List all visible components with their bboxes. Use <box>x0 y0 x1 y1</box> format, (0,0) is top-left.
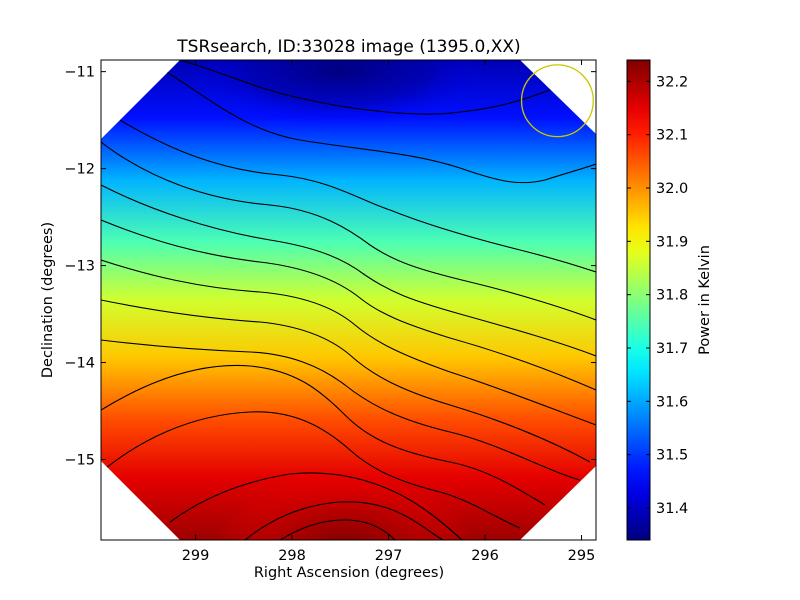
contour-line <box>279 519 396 540</box>
source-circle <box>520 64 594 138</box>
colorbar-tick-label: 31.8 <box>656 288 688 304</box>
contour-line <box>101 411 521 529</box>
contour-line <box>101 259 596 426</box>
colorbar-tick-label: 32.2 <box>656 74 688 90</box>
x-tick-label: 296 <box>471 548 499 564</box>
colorbar-label: Power in Kelvin <box>697 245 713 355</box>
contour-line <box>169 472 463 540</box>
contour-line <box>119 119 596 273</box>
contour-line <box>101 339 581 481</box>
y-tick-label: −13 <box>64 259 95 275</box>
contour-line <box>244 501 446 540</box>
y-tick-label: −14 <box>64 356 95 372</box>
plot-frame <box>100 59 597 541</box>
contour-line <box>179 60 561 115</box>
contour-line <box>101 219 596 391</box>
y-axis-label: Declination (degrees) <box>40 222 56 378</box>
field-fill <box>101 60 596 540</box>
x-tick-label: 297 <box>375 548 403 564</box>
y-tick-label: −11 <box>64 65 95 81</box>
contour-line <box>149 61 596 184</box>
min-spot <box>190 60 490 125</box>
y-tick-label: −15 <box>64 453 95 469</box>
contour-line <box>101 184 596 357</box>
plot-area: 299 298 297 296 295 −11 −12 −13 −14 −15 <box>64 59 597 564</box>
y-tick-label: −12 <box>64 162 95 178</box>
contour-lines <box>101 60 596 540</box>
x-tick-label: 298 <box>278 548 306 564</box>
contour-line <box>101 299 591 463</box>
colorbar-tick-label: 31.4 <box>656 501 688 517</box>
contour-line <box>101 141 596 321</box>
x-tick-label: 299 <box>182 548 210 564</box>
colorbar-fill <box>627 60 650 540</box>
colorbar-frame <box>626 59 651 541</box>
colorbar-tick-label: 32.1 <box>656 128 688 144</box>
x-axis-label: Right Ascension (degrees) <box>254 565 444 581</box>
heatmap-field <box>101 60 596 540</box>
y-axis-ticks: −11 −12 −13 −14 −15 <box>64 65 596 469</box>
contour-line <box>101 364 546 506</box>
x-tick-label: 295 <box>568 548 596 564</box>
colorbar-ticks: 31.4 31.5 31.6 31.7 31.8 31.9 32.0 32.1 32.2 <box>627 74 688 517</box>
colorbar-tick-label: 32.0 <box>656 181 688 197</box>
max-spot <box>215 475 475 540</box>
colorbar-tick-label: 31.6 <box>656 394 688 410</box>
chart-title: TSRsearch, ID:33028 image (1395.0,XX) <box>176 37 520 57</box>
colorbar-tick-label: 31.7 <box>656 341 688 357</box>
colorbar: 31.4 31.5 31.6 31.7 31.8 31.9 32.0 32.1 32.2 Pow… <box>626 59 713 541</box>
x-axis-ticks: 299 298 297 296 295 <box>182 60 596 564</box>
colorbar-tick-label: 31.9 <box>656 234 688 250</box>
colorbar-tick-label: 31.5 <box>656 448 688 464</box>
